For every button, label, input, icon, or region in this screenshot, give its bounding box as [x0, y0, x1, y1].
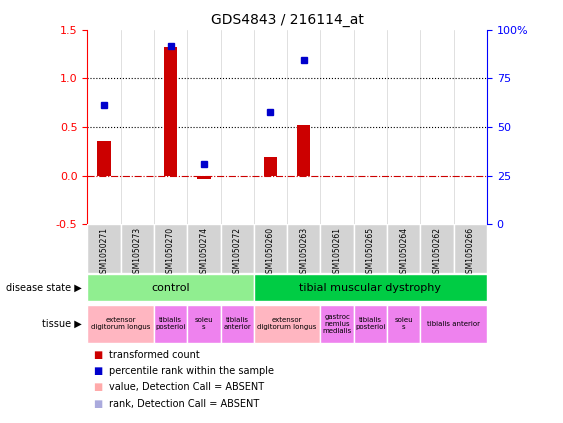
FancyBboxPatch shape	[154, 305, 187, 343]
Text: gastroc
nemius
medialis: gastroc nemius medialis	[323, 313, 352, 334]
Bar	[97, 140, 110, 176]
FancyBboxPatch shape	[254, 275, 487, 301]
FancyBboxPatch shape	[221, 305, 254, 343]
FancyBboxPatch shape	[221, 224, 254, 273]
Text: rank, Detection Call = ABSENT: rank, Detection Call = ABSENT	[109, 398, 259, 409]
FancyBboxPatch shape	[387, 305, 421, 343]
Text: tibial muscular dystrophy: tibial muscular dystrophy	[300, 283, 441, 293]
FancyBboxPatch shape	[254, 305, 320, 343]
FancyBboxPatch shape	[87, 224, 120, 273]
Text: GSM1050261: GSM1050261	[333, 227, 342, 277]
Text: GSM1050273: GSM1050273	[133, 227, 142, 278]
Text: GSM1050270: GSM1050270	[166, 227, 175, 278]
FancyBboxPatch shape	[421, 224, 454, 273]
Title: GDS4843 / 216114_at: GDS4843 / 216114_at	[211, 13, 364, 27]
Text: ■: ■	[93, 398, 102, 409]
FancyBboxPatch shape	[320, 224, 354, 273]
FancyBboxPatch shape	[287, 224, 320, 273]
Bar	[197, 176, 211, 179]
Text: GSM1050274: GSM1050274	[199, 227, 208, 278]
FancyBboxPatch shape	[120, 224, 154, 273]
FancyBboxPatch shape	[421, 305, 487, 343]
FancyBboxPatch shape	[187, 305, 221, 343]
Bar	[264, 157, 277, 176]
Bar	[164, 47, 177, 176]
FancyBboxPatch shape	[354, 224, 387, 273]
Text: control: control	[151, 283, 190, 293]
FancyBboxPatch shape	[254, 224, 287, 273]
FancyBboxPatch shape	[154, 224, 187, 273]
FancyBboxPatch shape	[454, 224, 487, 273]
Text: GSM1050266: GSM1050266	[466, 227, 475, 278]
Text: GSM1050260: GSM1050260	[266, 227, 275, 278]
Text: GSM1050272: GSM1050272	[233, 227, 242, 277]
Text: transformed count: transformed count	[109, 350, 199, 360]
Text: GSM1050262: GSM1050262	[432, 227, 441, 277]
Text: tissue ▶: tissue ▶	[42, 319, 82, 329]
Text: tibialis
anterior: tibialis anterior	[224, 317, 251, 330]
FancyBboxPatch shape	[187, 224, 221, 273]
Text: ■: ■	[93, 366, 102, 376]
Text: ■: ■	[93, 382, 102, 393]
Text: disease state ▶: disease state ▶	[6, 283, 82, 293]
Text: tibialis
posterioi: tibialis posterioi	[155, 317, 186, 330]
FancyBboxPatch shape	[87, 305, 154, 343]
FancyBboxPatch shape	[387, 224, 421, 273]
Text: ■: ■	[93, 350, 102, 360]
FancyBboxPatch shape	[354, 305, 387, 343]
Bar	[297, 125, 310, 176]
FancyBboxPatch shape	[320, 305, 354, 343]
Text: extensor
digitorum longus: extensor digitorum longus	[91, 317, 150, 330]
Text: soleu
s: soleu s	[395, 317, 413, 330]
Text: GSM1050271: GSM1050271	[100, 227, 109, 277]
Text: GSM1050264: GSM1050264	[399, 227, 408, 278]
FancyBboxPatch shape	[87, 275, 254, 301]
Text: tibialis
posterioi: tibialis posterioi	[355, 317, 386, 330]
Text: extensor
digitorum longus: extensor digitorum longus	[257, 317, 317, 330]
Text: percentile rank within the sample: percentile rank within the sample	[109, 366, 274, 376]
Text: GSM1050263: GSM1050263	[300, 227, 309, 278]
Text: GSM1050265: GSM1050265	[366, 227, 375, 278]
Text: soleu
s: soleu s	[195, 317, 213, 330]
Text: tibialis anterior: tibialis anterior	[427, 321, 480, 327]
Text: value, Detection Call = ABSENT: value, Detection Call = ABSENT	[109, 382, 264, 393]
